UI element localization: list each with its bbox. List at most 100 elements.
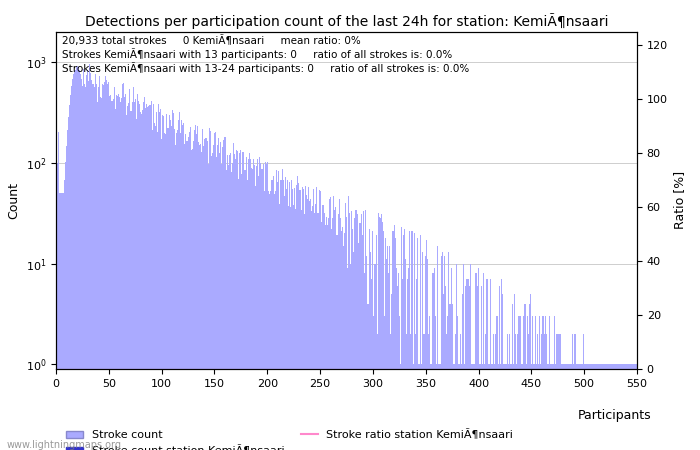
Bar: [520, 316, 522, 450]
Bar: [292, 189, 293, 450]
Bar: [80, 79, 82, 450]
Bar: [399, 316, 400, 450]
Bar: [90, 73, 92, 450]
Bar: [307, 198, 308, 450]
Bar: [152, 130, 153, 450]
Bar: [130, 111, 132, 450]
Bar: [393, 225, 395, 450]
Bar: [234, 154, 235, 450]
Bar: [300, 210, 302, 450]
Bar: [94, 74, 96, 450]
Bar: [483, 273, 484, 450]
Bar: [328, 218, 329, 450]
Bar: [223, 140, 225, 450]
Bar: [273, 176, 274, 450]
Bar: [238, 179, 239, 450]
Text: www.lightningmaps.org: www.lightningmaps.org: [7, 440, 122, 450]
Bar: [532, 316, 533, 450]
Bar: [542, 316, 543, 450]
Bar: [440, 364, 441, 450]
Bar: [324, 212, 325, 450]
Bar: [622, 364, 623, 450]
Bar: [610, 364, 611, 450]
Bar: [534, 364, 535, 450]
Bar: [524, 304, 526, 450]
Bar: [482, 364, 483, 450]
Bar: [547, 364, 549, 450]
Bar: [566, 364, 567, 450]
Bar: [296, 185, 297, 450]
Bar: [437, 246, 438, 450]
Bar: [403, 235, 404, 450]
Bar: [293, 205, 294, 450]
Bar: [380, 218, 381, 450]
Bar: [288, 206, 289, 450]
Bar: [509, 334, 510, 450]
Bar: [142, 110, 144, 450]
Bar: [332, 218, 333, 450]
Bar: [229, 155, 230, 450]
Bar: [266, 164, 267, 450]
Bar: [195, 125, 196, 450]
Bar: [132, 87, 134, 450]
Bar: [486, 279, 487, 450]
Bar: [285, 177, 286, 450]
Bar: [541, 334, 542, 450]
Bar: [275, 191, 276, 450]
Bar: [612, 364, 613, 450]
Bar: [512, 304, 513, 450]
Bar: [503, 364, 505, 450]
Bar: [161, 139, 162, 450]
Bar: [306, 195, 307, 450]
Bar: [339, 198, 340, 450]
Bar: [473, 364, 474, 450]
Bar: [256, 166, 257, 450]
Bar: [179, 112, 180, 450]
Bar: [212, 153, 213, 450]
Bar: [178, 120, 179, 450]
Bar: [283, 180, 284, 450]
Bar: [433, 273, 434, 450]
Bar: [148, 106, 150, 450]
Bar: [134, 99, 136, 450]
Bar: [258, 176, 260, 450]
Bar: [121, 98, 122, 450]
Bar: [443, 294, 444, 450]
Bar: [59, 193, 60, 450]
Bar: [378, 212, 379, 450]
Bar: [173, 113, 174, 450]
Bar: [588, 364, 589, 450]
Bar: [414, 334, 416, 450]
Bar: [102, 84, 103, 450]
Bar: [516, 364, 517, 450]
Bar: [402, 279, 403, 450]
Bar: [318, 190, 320, 450]
Bar: [375, 235, 377, 450]
Bar: [322, 205, 323, 450]
Bar: [449, 304, 451, 450]
Bar: [82, 86, 83, 450]
Bar: [424, 334, 425, 450]
Bar: [455, 334, 456, 450]
Bar: [475, 273, 476, 450]
Bar: [608, 364, 609, 450]
Bar: [165, 134, 167, 450]
Bar: [538, 364, 539, 450]
Bar: [94, 87, 95, 450]
Bar: [198, 142, 199, 450]
Bar: [500, 364, 501, 450]
Bar: [169, 120, 171, 450]
Bar: [158, 104, 159, 450]
Bar: [309, 201, 310, 450]
Bar: [549, 316, 550, 450]
Bar: [76, 67, 78, 450]
Bar: [271, 180, 272, 450]
Bar: [239, 153, 240, 450]
Bar: [167, 128, 169, 450]
Bar: [105, 76, 106, 450]
Bar: [371, 279, 372, 450]
Bar: [99, 76, 100, 450]
Bar: [447, 316, 449, 450]
Bar: [366, 256, 367, 450]
Bar: [598, 364, 599, 450]
